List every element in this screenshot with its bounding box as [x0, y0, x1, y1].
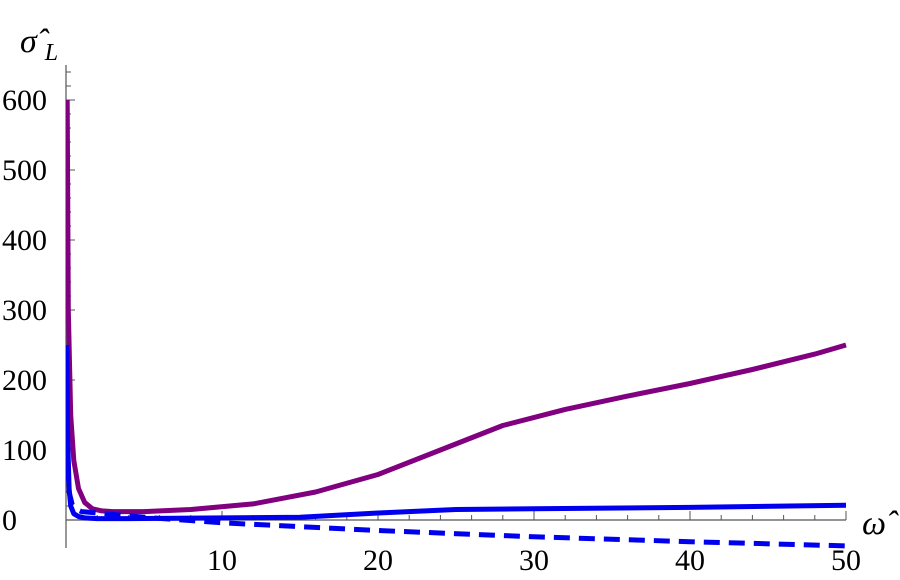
series-line-1: [66, 99, 847, 515]
series-line-2: [66, 344, 847, 522]
series-line-3: [66, 414, 847, 549]
y-tick-label: 400: [2, 224, 47, 257]
x-tick-label: 20: [363, 544, 393, 577]
x-tick-label: 40: [675, 544, 705, 577]
x-tick-label: 30: [519, 544, 549, 577]
y-tick-label: 500: [2, 154, 47, 187]
x-tick-label: 10: [207, 544, 237, 577]
x-axis-label: ω̂: [862, 505, 899, 542]
x-tick-label: 50: [831, 544, 861, 577]
y-tick-label: 300: [2, 294, 47, 327]
series-layer: [66, 99, 847, 549]
y-axis-label-subscript: L: [44, 40, 58, 66]
y-tick-label: 600: [2, 84, 47, 117]
axes: [65, 65, 847, 548]
tick-labels: 0 100 200 300 400 500 600 10 20 30 40 50: [2, 84, 861, 577]
y-tick-label: 0: [2, 504, 17, 537]
y-axis-label: σ̂ L: [20, 23, 58, 66]
y-tick-label: 100: [2, 434, 47, 467]
y-tick-label: 200: [2, 364, 47, 397]
